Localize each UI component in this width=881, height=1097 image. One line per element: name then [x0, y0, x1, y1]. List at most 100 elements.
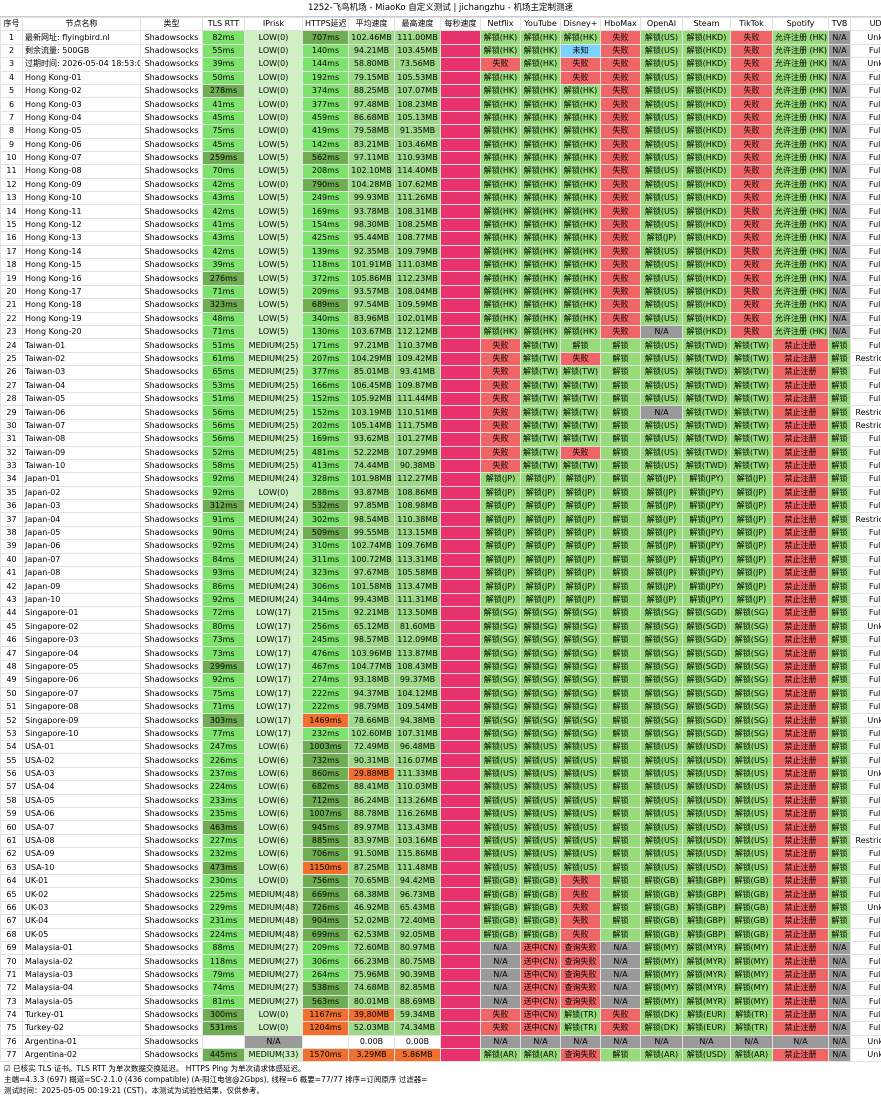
table-cell: 43	[1, 593, 23, 606]
table-cell: 解锁(HKD)	[683, 245, 731, 258]
speed-graph-cell	[441, 125, 481, 138]
table-cell: 解锁(US)	[521, 808, 561, 821]
table-cell: Shadowsocks	[141, 446, 203, 459]
table-cell: 62.53MB	[349, 928, 395, 941]
table-cell: 80.01MB	[349, 995, 395, 1008]
table-cell: 解锁(MY)	[641, 982, 683, 995]
table-cell: 解锁(HKD)	[683, 178, 731, 191]
table-cell: 禁止注册	[773, 446, 829, 459]
table-cell: Japan-01	[23, 473, 141, 486]
table-cell: 192ms	[303, 71, 349, 84]
table-cell: 66.23MB	[349, 955, 395, 968]
table-cell: 98.79MB	[349, 700, 395, 713]
table-cell: 解锁(MYR)	[683, 941, 731, 954]
table-cell: N/A	[829, 151, 851, 164]
table-cell: 113.31MB	[395, 553, 441, 566]
table-cell: 79ms	[203, 968, 245, 981]
table-cell: 71ms	[203, 325, 245, 338]
table-cell: N/A	[829, 955, 851, 968]
table-cell: Unknown	[851, 58, 881, 71]
table-cell: 解锁(JP)	[731, 593, 773, 606]
table-cell: 解锁(US)	[731, 821, 773, 834]
table-cell: 解锁(GB)	[481, 875, 521, 888]
table-cell: FullCone	[851, 540, 881, 553]
table-cell: 禁止注册	[773, 620, 829, 633]
table-cell: 104.12MB	[395, 687, 441, 700]
table-cell: 解锁(JP)	[561, 553, 601, 566]
table-cell: 解锁(HKD)	[683, 84, 731, 97]
table-cell: 97.21MB	[349, 339, 395, 352]
table-cell: 860ms	[303, 767, 349, 780]
table-cell: 90.39MB	[395, 968, 441, 981]
table-cell: 413ms	[303, 459, 349, 472]
table-cell: 解锁(JP)	[731, 567, 773, 580]
table-cell: 113.50MB	[395, 607, 441, 620]
table-cell: 失败	[601, 312, 641, 325]
speed-graph-cell	[441, 995, 481, 1008]
table-cell: 解锁(JP)	[561, 580, 601, 593]
table-cell: 解锁(AR)	[521, 1049, 561, 1062]
table-cell: FullCone	[851, 687, 881, 700]
table-cell: Japan-09	[23, 580, 141, 593]
table-cell: 80.75MB	[395, 955, 441, 968]
table-cell: 禁止注册	[773, 834, 829, 847]
table-cell: 解锁(SG)	[731, 647, 773, 660]
table-cell: 解锁(HK)	[561, 312, 601, 325]
table-cell: 解锁(HK)	[521, 111, 561, 124]
table-cell: Taiwan-10	[23, 459, 141, 472]
table-cell: 328ms	[303, 473, 349, 486]
table-cell: FullCone	[851, 285, 881, 298]
table-cell: 108.77MB	[395, 232, 441, 245]
table-cell: 222ms	[303, 700, 349, 713]
table-cell: Hong Kong-17	[23, 285, 141, 298]
speed-graph-cell	[441, 928, 481, 941]
table-cell: 51ms	[203, 339, 245, 352]
table-cell: 解锁(JP)	[641, 473, 683, 486]
table-cell: 解锁	[601, 567, 641, 580]
table-cell: 229ms	[203, 901, 245, 914]
table-cell: 解锁	[829, 781, 851, 794]
table-cell: 解锁(HKD)	[683, 58, 731, 71]
speed-graph-cell	[441, 968, 481, 981]
table-cell: 失败	[601, 71, 641, 84]
table-cell: 66	[1, 901, 23, 914]
table-cell: 48	[1, 660, 23, 673]
table-cell: 解锁(TW)	[731, 352, 773, 365]
table-cell: FullCone	[851, 995, 881, 1008]
table-cell: 302ms	[303, 513, 349, 526]
table-cell: 解锁(US)	[731, 848, 773, 861]
table-cell: 解锁(GBP)	[683, 888, 731, 901]
table-cell: 96.48MB	[395, 741, 441, 754]
table-cell: 失败	[561, 928, 601, 941]
table-cell: 109.79MB	[395, 245, 441, 258]
table-cell: 解锁(US)	[641, 165, 683, 178]
table-cell: 解锁(HKD)	[683, 192, 731, 205]
table-cell: 解锁(JP)	[561, 526, 601, 539]
table-cell: 682ms	[303, 781, 349, 794]
table-cell: 34	[1, 473, 23, 486]
speed-graph-cell	[441, 888, 481, 901]
table-cell: 42ms	[203, 178, 245, 191]
table-cell: 707ms	[303, 31, 349, 44]
table-cell: 58.80MB	[349, 58, 395, 71]
table-cell: 83.21MB	[349, 138, 395, 151]
table-cell: Hong Kong-08	[23, 165, 141, 178]
speed-graph-cell	[441, 138, 481, 151]
table-cell: FullCone	[851, 165, 881, 178]
table-cell: Shadowsocks	[141, 727, 203, 740]
table-cell: Hong Kong-13	[23, 232, 141, 245]
table-cell: 解锁(JP)	[641, 526, 683, 539]
table-cell: 解锁(GB)	[521, 888, 561, 901]
table-cell: FullCone	[851, 84, 881, 97]
table-cell: 93.78MB	[349, 205, 395, 218]
table-cell: 92.21MB	[349, 607, 395, 620]
table-cell: Shadowsocks	[141, 834, 203, 847]
table-cell: 解锁(HK)	[481, 31, 521, 44]
table-cell: FullCone	[851, 848, 881, 861]
table-cell: 失败	[481, 433, 521, 446]
table-cell: 99.93MB	[349, 192, 395, 205]
table-cell: 74.44MB	[349, 459, 395, 472]
table-cell: 解锁(JPY)	[683, 567, 731, 580]
